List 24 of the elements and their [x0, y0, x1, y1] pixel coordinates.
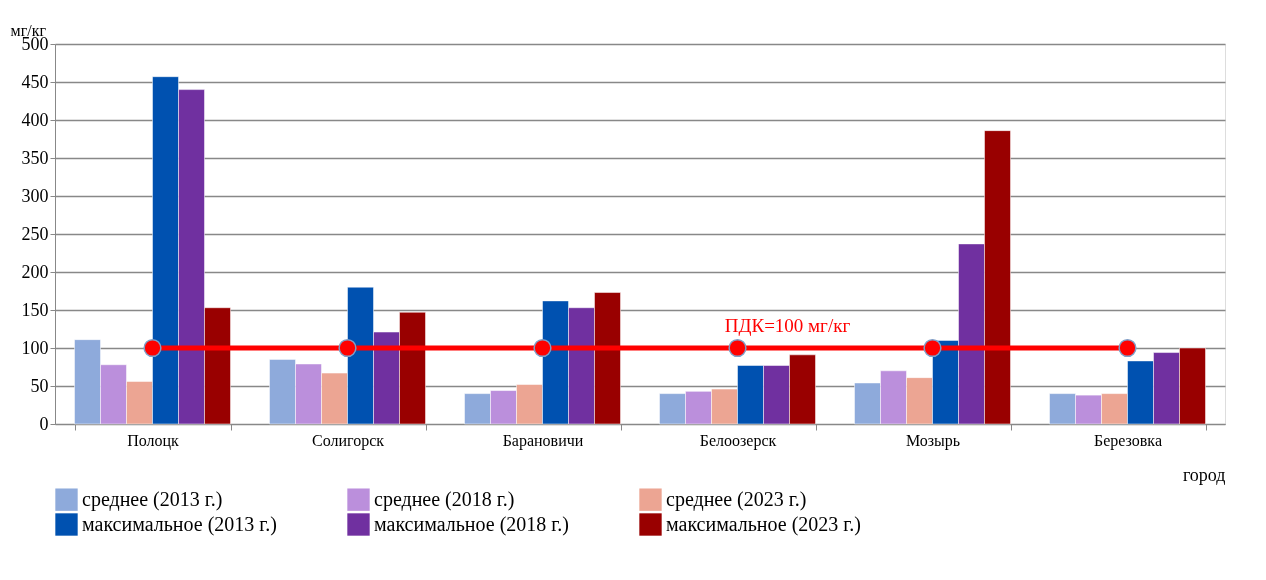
x-tick-label: Березовка — [1094, 431, 1162, 450]
legend-label: максимальное (2018 г.) — [374, 512, 569, 536]
x-tick-label: Полоцк — [127, 431, 180, 450]
y-tick-label: 450 — [21, 71, 49, 92]
y-tick-label: 150 — [21, 299, 49, 320]
y-tick-label: 300 — [21, 185, 49, 206]
y-tick-label: 400 — [21, 109, 49, 130]
y-tick-label: 50 — [30, 375, 49, 396]
y-tick-label: 200 — [21, 261, 49, 282]
x-tick-label: Белоозерск — [699, 431, 777, 450]
legend-label: максимальное (2013 г.) — [82, 512, 277, 536]
x-tick-label: Солигорск — [311, 431, 385, 450]
legend-label: среднее (2023 г.) — [666, 487, 807, 511]
y-tick-label: 350 — [21, 147, 49, 168]
series-label: ПДК=100 мг/кг — [724, 315, 851, 336]
y-tick-label: 100 — [21, 337, 49, 358]
legend-label: максимальное (2023 г.) — [666, 512, 861, 536]
legend-label: среднее (2013 г.) — [82, 487, 223, 511]
x-tick-label: Мозырь — [905, 431, 961, 450]
legend-label: среднее (2018 г.) — [374, 487, 515, 511]
y-tick-label: 0 — [39, 413, 49, 434]
y-tick-label: 250 — [21, 223, 49, 244]
x-axis-title: город — [1182, 464, 1226, 485]
x-tick-label: Барановичи — [502, 431, 584, 450]
